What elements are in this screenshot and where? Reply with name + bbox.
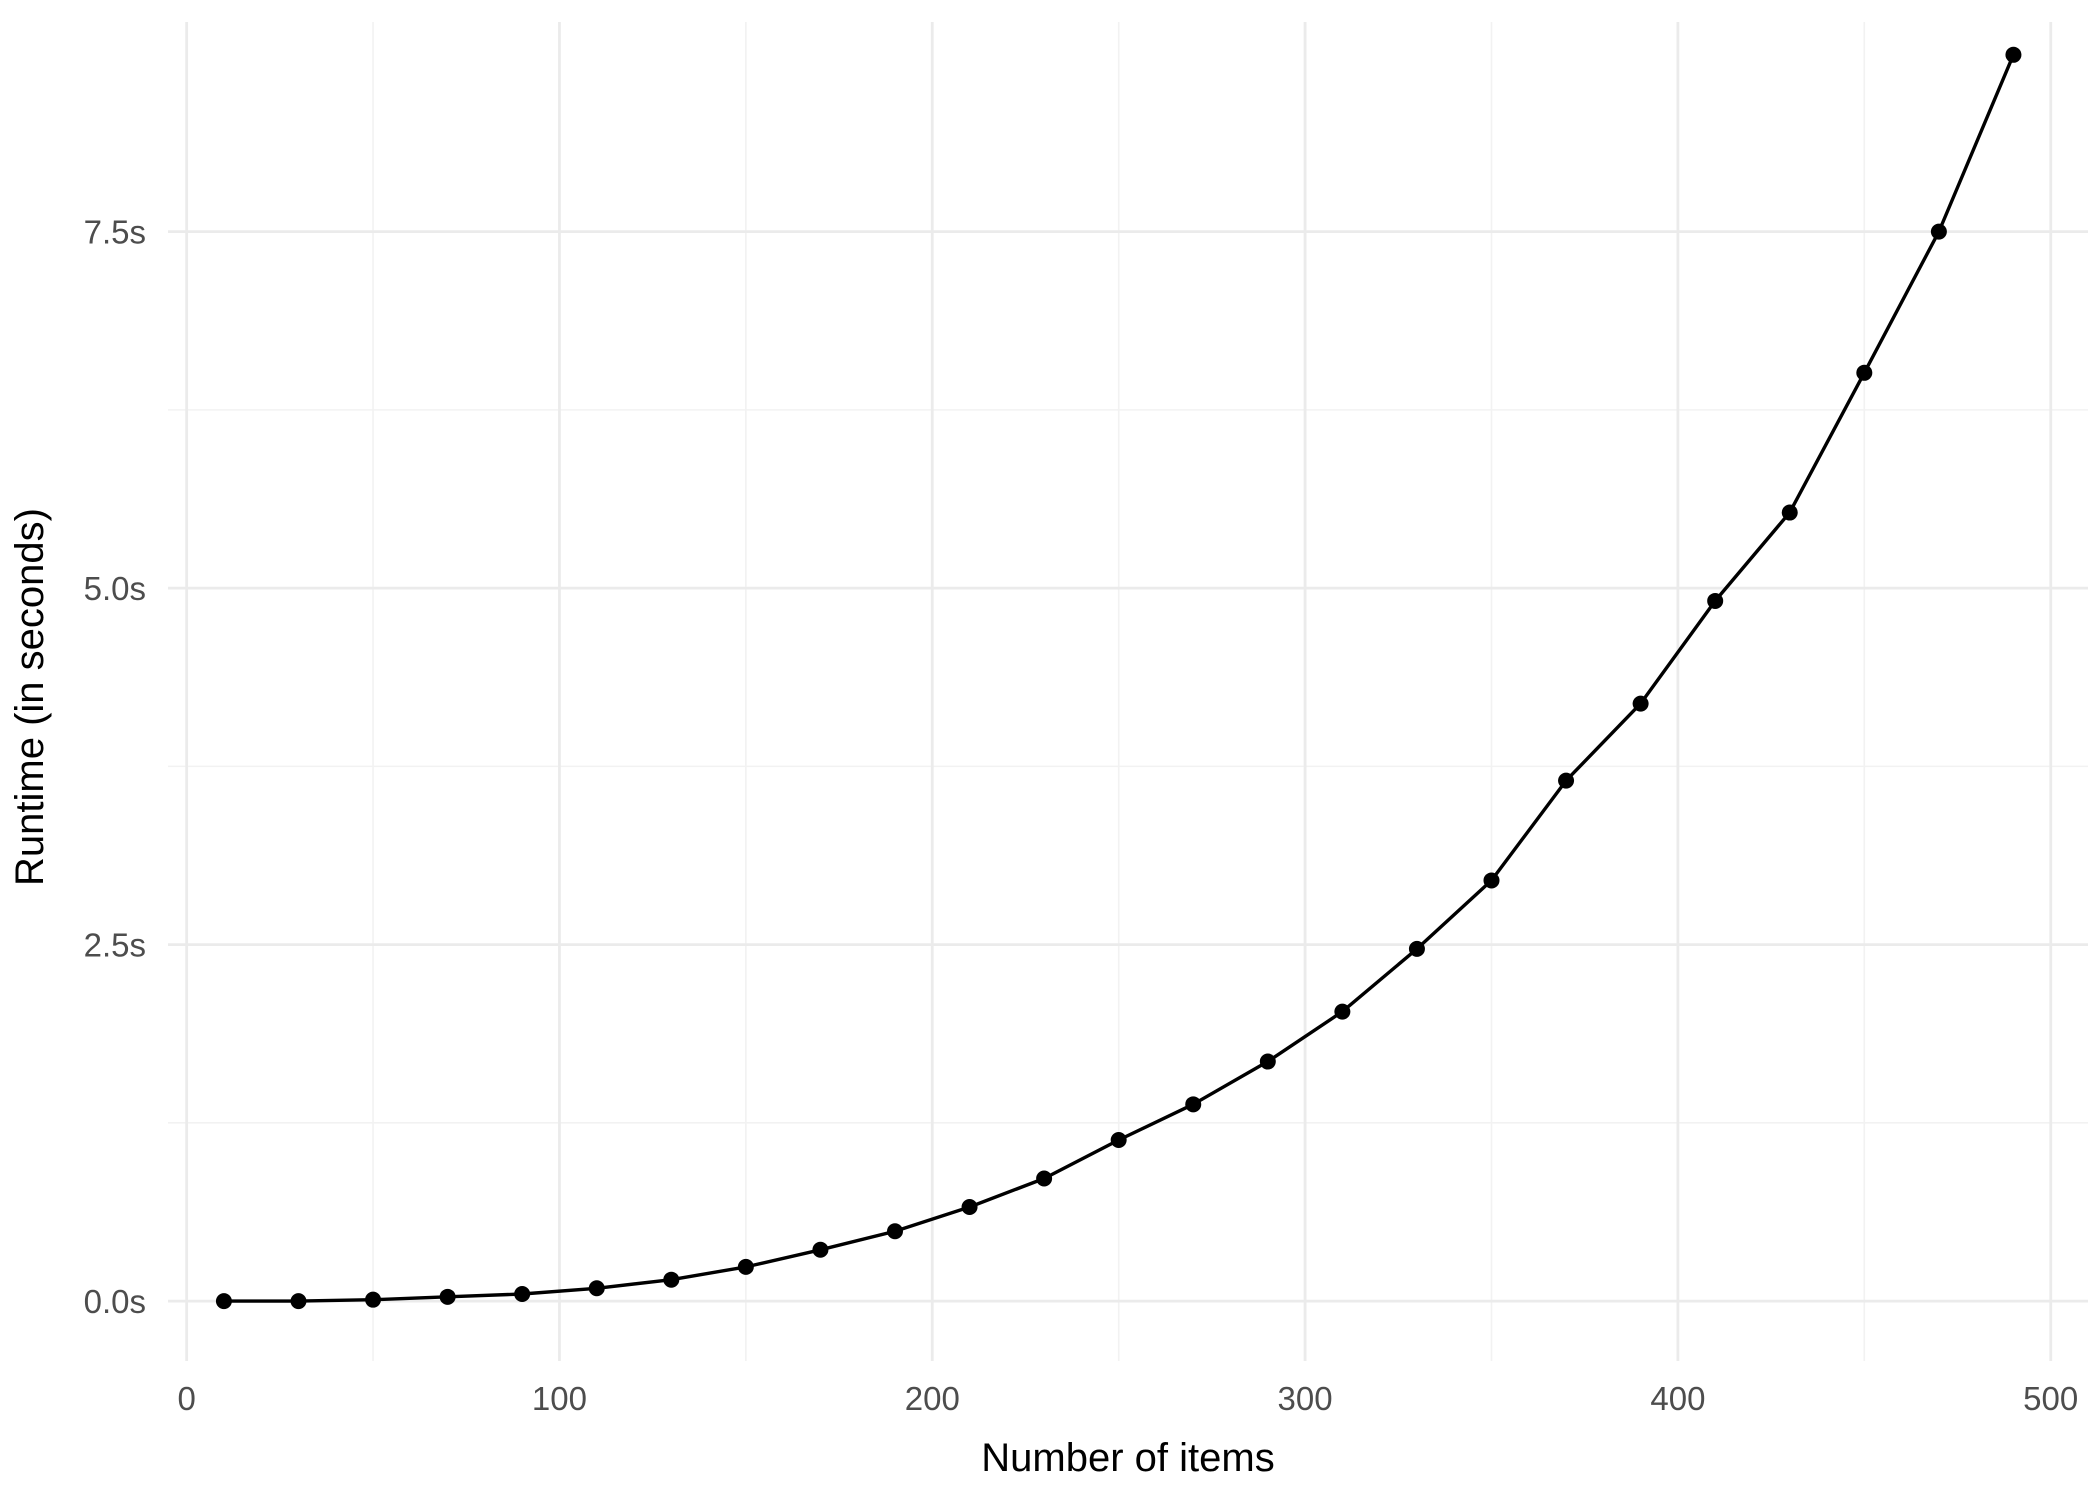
data-point — [961, 1198, 978, 1215]
x-tick-label: 500 — [2023, 1380, 2078, 1417]
y-tick-label: 2.5s — [84, 927, 146, 964]
data-point — [1632, 695, 1649, 712]
x-tick-label: 0 — [177, 1380, 195, 1417]
data-point — [1558, 772, 1575, 789]
data-point — [514, 1285, 531, 1302]
data-point — [588, 1280, 605, 1297]
data-point — [215, 1293, 232, 1310]
data-point — [1483, 872, 1500, 889]
data-point — [1856, 364, 1873, 381]
major-gridlines — [168, 22, 2088, 1361]
x-tick-label: 400 — [1650, 1380, 1705, 1417]
x-tick-label: 200 — [905, 1380, 960, 1417]
y-axis-title: Runtime (in seconds) — [8, 508, 52, 886]
data-point — [1036, 1170, 1053, 1187]
data-point — [439, 1288, 456, 1305]
data-point — [1334, 1003, 1351, 1020]
data-point — [886, 1223, 903, 1240]
x-tick-label: 300 — [1278, 1380, 1333, 1417]
data-point — [365, 1291, 382, 1308]
y-tick-label: 5.0s — [84, 570, 146, 607]
data-point — [1408, 940, 1425, 957]
data-point — [663, 1271, 680, 1288]
x-tick-label: 100 — [532, 1380, 587, 1417]
x-axis-ticks: 0 100 200 300 400 500 — [177, 1380, 2078, 1417]
data-point — [290, 1293, 307, 1310]
minor-gridlines — [168, 22, 2088, 1361]
data-point — [2005, 46, 2022, 63]
runtime-series — [215, 46, 2022, 1310]
data-point — [1185, 1096, 1202, 1113]
y-tick-label: 7.5s — [84, 214, 146, 251]
y-axis-ticks: 0.0s 2.5s 5.0s 7.5s — [84, 214, 146, 1320]
data-point — [812, 1241, 829, 1258]
y-tick-label: 0.0s — [84, 1283, 146, 1320]
x-axis-title: Number of items — [981, 1436, 1274, 1480]
data-point — [1259, 1053, 1276, 1070]
data-point — [1110, 1131, 1127, 1148]
data-point — [1707, 592, 1724, 609]
data-point — [1781, 504, 1798, 521]
data-point — [737, 1258, 754, 1275]
data-point — [1930, 223, 1947, 240]
